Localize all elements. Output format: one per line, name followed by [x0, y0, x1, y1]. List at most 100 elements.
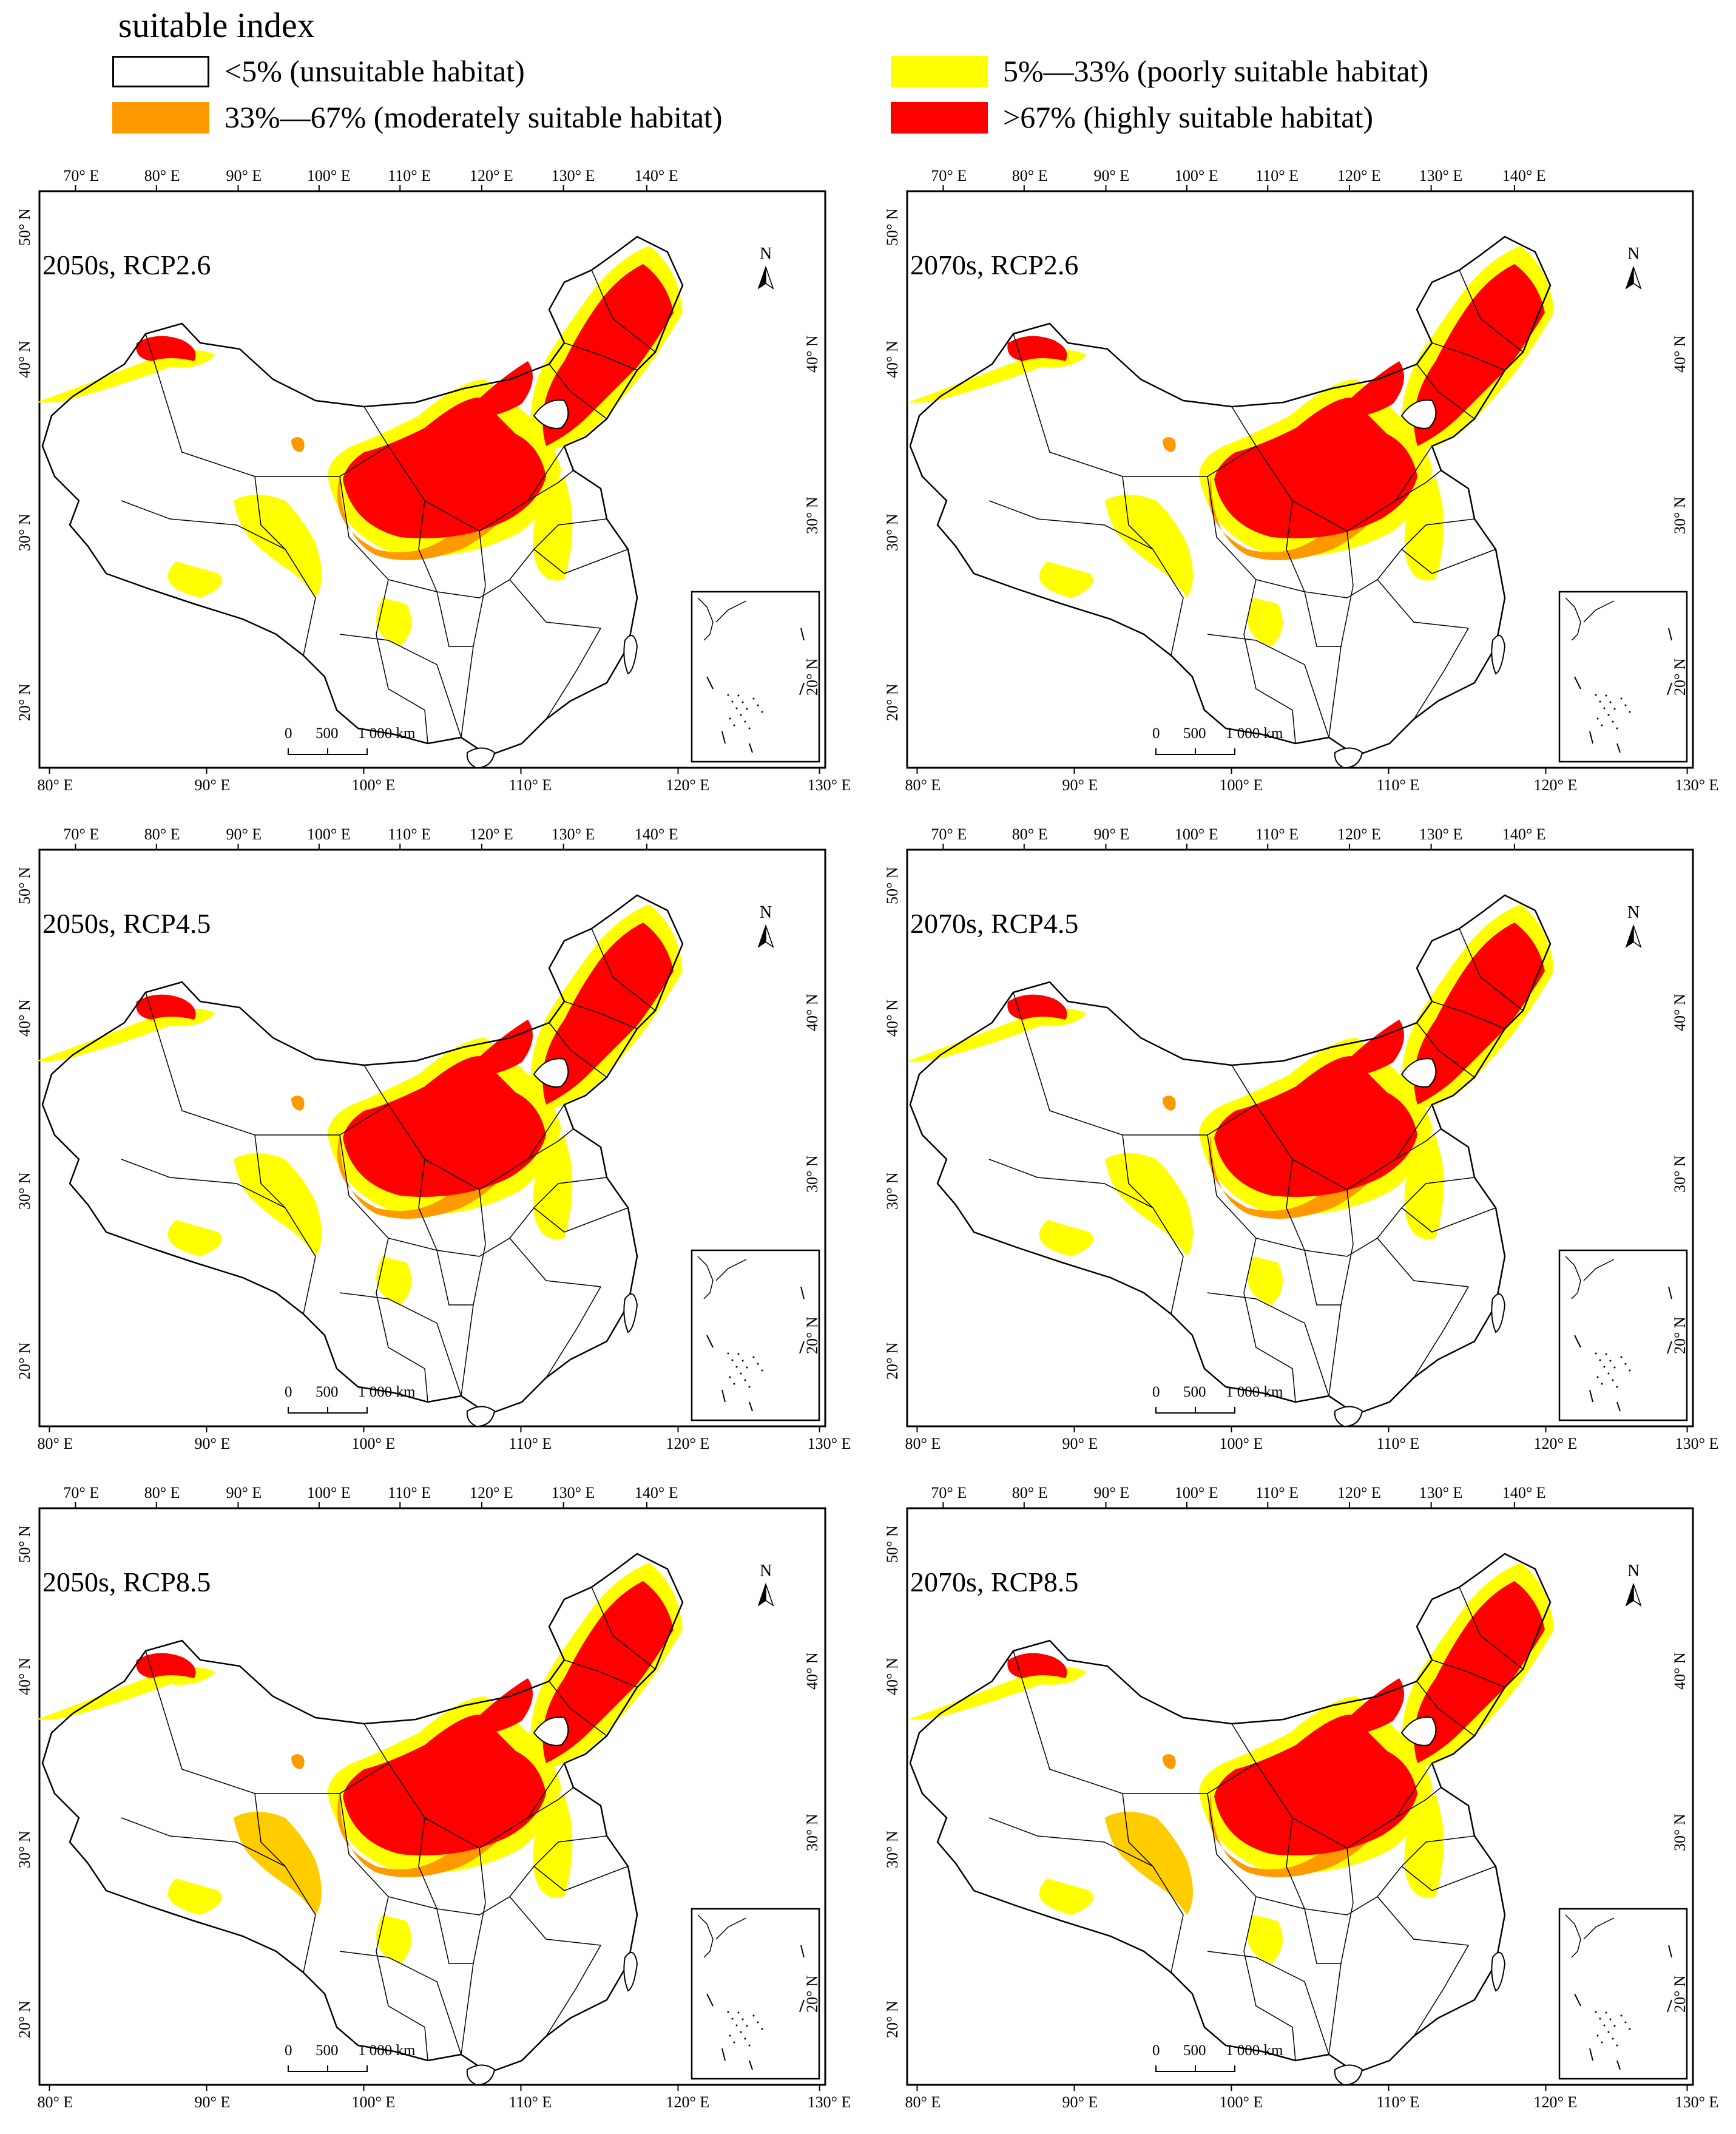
- province-boundary: [533, 549, 629, 574]
- lon-tick-top: 110° E: [1255, 825, 1299, 843]
- lat-tick-left: 50° N: [883, 208, 901, 246]
- lat-tick-left: 40° N: [16, 1658, 33, 1695]
- bohai-sea: [1400, 399, 1437, 429]
- lon-tick-top: 70° E: [63, 167, 100, 185]
- north-arrow-icon: [1633, 925, 1642, 948]
- island-dot: [1605, 2011, 1607, 2014]
- island-dot: [1620, 697, 1623, 700]
- island-dot: [1603, 707, 1606, 710]
- lon-tick-bottom: 110° E: [508, 1435, 552, 1452]
- province-boundary: [509, 579, 601, 629]
- habitat-moderately: [1163, 1754, 1176, 1769]
- north-label: N: [1627, 903, 1640, 922]
- province-boundary: [418, 500, 437, 592]
- island-dot: [744, 2037, 746, 2040]
- province-boundary: [339, 476, 607, 598]
- lon-tick-bottom: 100° E: [351, 2093, 396, 2111]
- island-dot: [748, 1386, 751, 1388]
- lon-tick-bottom: 120° E: [666, 776, 710, 794]
- island-dot: [1613, 708, 1616, 710]
- panel-label: 2050s, RCP8.5: [42, 1567, 211, 1597]
- nine-dash-line: [749, 1401, 753, 1412]
- lon-tick-bottom: 90° E: [194, 776, 231, 794]
- island-dot: [1595, 1352, 1597, 1355]
- south-china-sea-inset: [691, 1908, 820, 2080]
- habitat-layer: [36, 1563, 683, 1963]
- lon-tick-top: 140° E: [1502, 825, 1546, 843]
- province-boundary: [1413, 1945, 1469, 2037]
- province-boundary: [591, 269, 656, 353]
- island-dot: [741, 1360, 744, 1362]
- province-boundary: [418, 1159, 437, 1251]
- lat-tick-left: 40° N: [16, 999, 33, 1037]
- province-boundary: [121, 1159, 316, 1315]
- scale-bar: [1155, 748, 1235, 755]
- scale-label: 0: [1152, 1384, 1160, 1400]
- province-boundary: [1243, 1896, 1296, 2061]
- island-dot: [737, 2011, 740, 2014]
- lat-tick-right: 20° N: [1671, 1316, 1689, 1354]
- island-dot: [1629, 1369, 1631, 1372]
- island-dot: [744, 720, 746, 723]
- habitat-highly: [1414, 1581, 1545, 1763]
- lon-tick-top: 120° E: [469, 825, 513, 843]
- province-boundary: [1401, 1207, 1496, 1233]
- province-boundary: [1395, 1128, 1442, 1160]
- panel-label: 2070s, RCP2.6: [910, 249, 1079, 280]
- lon-tick-top: 130° E: [551, 825, 595, 843]
- habitat-highly: [542, 923, 674, 1105]
- scale-label: 1 000 km: [1226, 725, 1283, 742]
- habitat-poorly: [1248, 1256, 1283, 1305]
- map-svg: [36, 844, 826, 1432]
- scale-label: 1 000 km: [358, 2042, 416, 2059]
- nine-dash-line: [1667, 1341, 1672, 1354]
- province-boundary: [1459, 269, 1524, 353]
- lon-tick-top: 100° E: [1174, 825, 1218, 843]
- map-svg: [36, 185, 826, 774]
- island-dot: [1613, 2025, 1616, 2027]
- province-boundary: [1304, 591, 1341, 647]
- lon-tick-bottom: 100° E: [351, 776, 396, 794]
- island-dot: [757, 1363, 759, 1365]
- habitat-poorly: [36, 1667, 215, 1720]
- lat-tick-left: 30° N: [883, 513, 901, 551]
- island-dot: [1603, 1366, 1606, 1368]
- lon-tick-top: 140° E: [634, 167, 678, 185]
- island-dot: [733, 1383, 735, 1385]
- lon-tick-top: 100° E: [1174, 1484, 1218, 1502]
- province-boundary: [1377, 579, 1469, 629]
- lon-tick-top: 100° E: [306, 167, 351, 185]
- taiwan-island: [1491, 1293, 1506, 1333]
- china-outline: [41, 1553, 684, 2074]
- nine-dash-line: [1667, 682, 1672, 696]
- north-label: N: [760, 903, 772, 922]
- lat-tick-left: 40° N: [16, 340, 33, 378]
- legend-label-unsuitable: <5% (unsuitable habitat): [225, 54, 525, 88]
- province-boundary: [254, 1793, 286, 1867]
- legend-swatch-highly: [891, 102, 988, 134]
- lon-tick-bottom: 130° E: [807, 2093, 851, 2111]
- habitat-poorly: [1039, 561, 1093, 598]
- island-dot: [746, 708, 748, 710]
- province-boundary: [1431, 1659, 1505, 1688]
- province-boundary: [339, 1793, 607, 1916]
- island-dot: [757, 704, 759, 706]
- island-dot: [1612, 1379, 1614, 1381]
- lon-tick-top: 100° E: [306, 1484, 351, 1502]
- lon-tick-top: 80° E: [1012, 1484, 1048, 1502]
- lat-tick-left: 20° N: [16, 683, 33, 722]
- lat-tick-right: 30° N: [803, 1813, 821, 1851]
- lon-tick-bottom: 100° E: [1219, 2093, 1263, 2111]
- nine-dash-line: [1668, 1945, 1672, 1958]
- province-boundary: [1207, 1793, 1475, 1916]
- island-dot: [1605, 694, 1607, 697]
- bohai-sea: [1400, 1716, 1437, 1746]
- china-outline: [41, 894, 684, 1415]
- habitat-poorly: [167, 1878, 222, 1915]
- china-outline: [41, 235, 684, 757]
- province-boundary: [1207, 1134, 1475, 1257]
- province-boundary: [988, 1817, 1184, 1973]
- lon-tick-bottom: 80° E: [37, 776, 73, 794]
- scale-label: 1 000 km: [358, 1384, 416, 1400]
- lat-tick-right: 30° N: [1671, 1154, 1689, 1193]
